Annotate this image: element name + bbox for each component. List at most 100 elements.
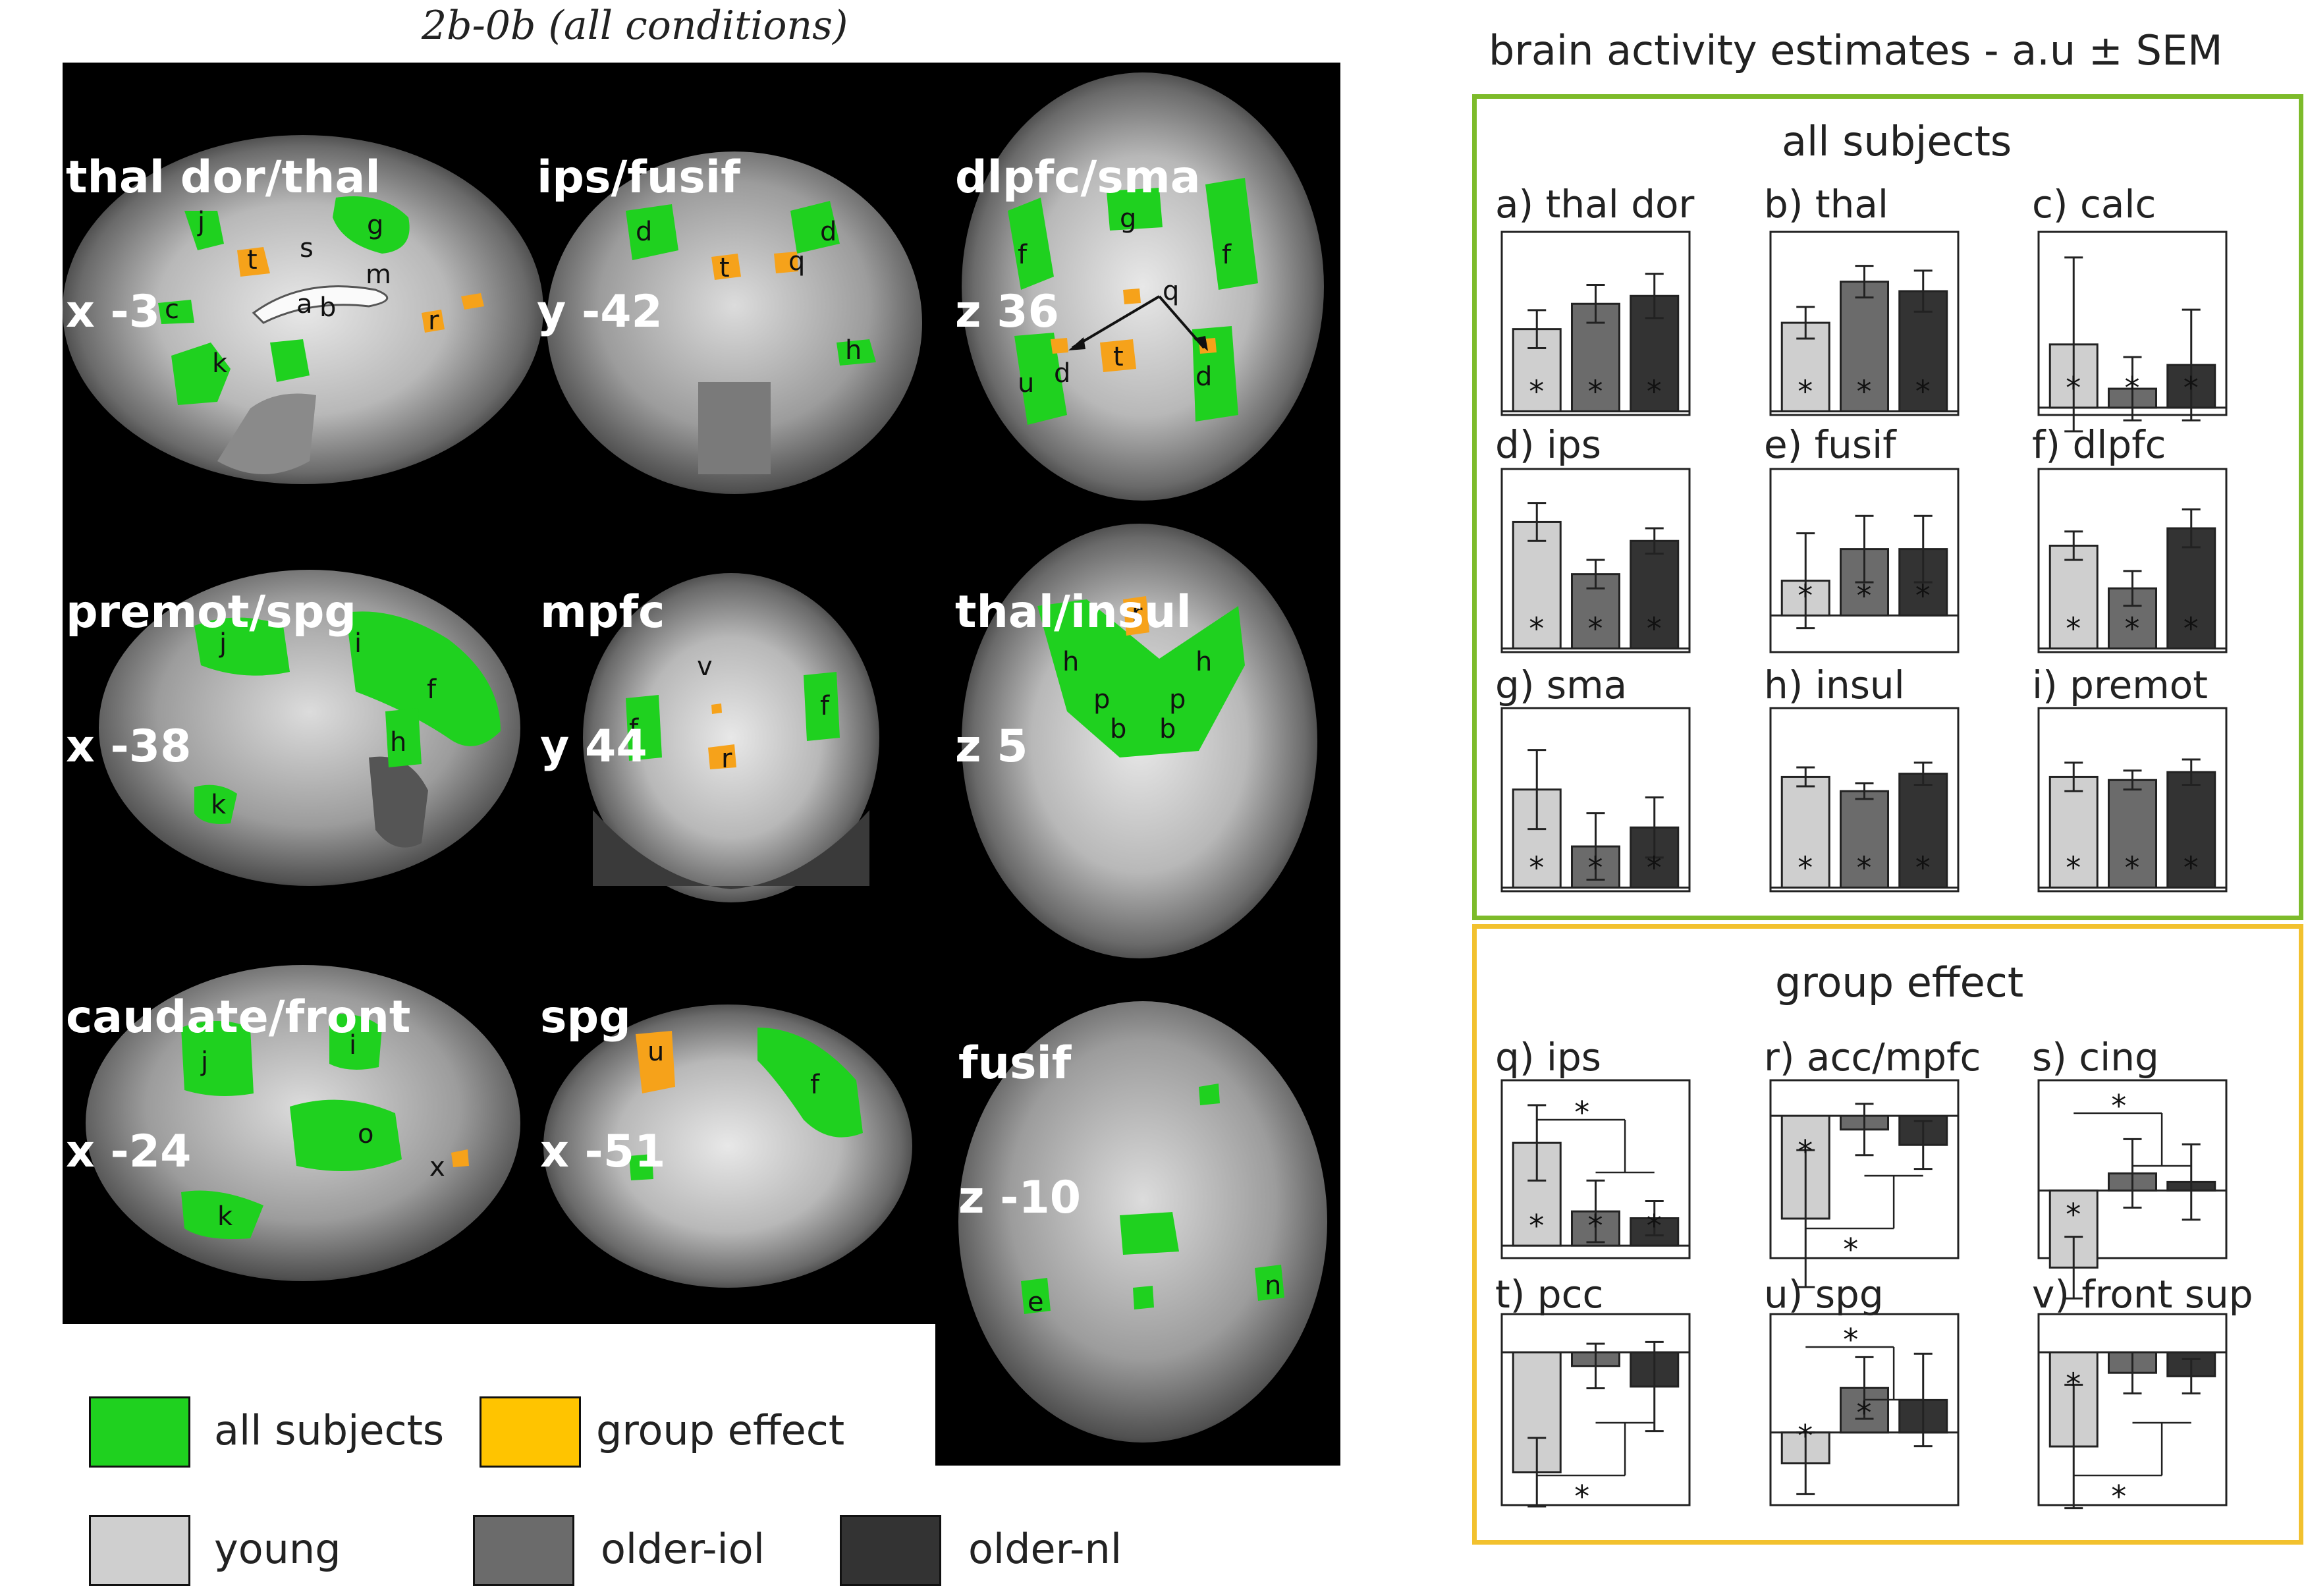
group-effect-sig-star-1: * bbox=[1843, 1232, 1858, 1267]
legend-label-group-effect: group effect bbox=[596, 1406, 845, 1454]
group-effect-star-10-0: * bbox=[1798, 1134, 1813, 1169]
all-subjects-star-8-0: * bbox=[2066, 850, 2081, 885]
group-effect-chart-12: t) pcc * bbox=[1495, 1272, 1691, 1514]
brain-panel-label-6-line1: thal/insul bbox=[955, 586, 1192, 638]
region-letter-g: g bbox=[367, 210, 383, 240]
region-letter-b: b bbox=[319, 292, 336, 323]
region-letter-f: f bbox=[1018, 240, 1028, 270]
brain-panel-label-4: premot/spg x -38 bbox=[66, 501, 356, 814]
group-effect-chart-11: s) cing * * bbox=[2032, 1035, 2228, 1300]
region-letter-r: r bbox=[428, 306, 439, 336]
brain-slice-sagittal-2: j i f h k bbox=[99, 570, 520, 886]
group-effect-chart-frame-12 bbox=[1500, 1313, 1691, 1506]
region-letter-j: j bbox=[219, 628, 227, 659]
all-subjects-chart-title-5: f) dlpfc bbox=[2032, 422, 2166, 467]
group-effect-star-9-2: * bbox=[1647, 1208, 1662, 1244]
region-letter-h: h bbox=[845, 335, 862, 366]
legend-swatch-group-effect bbox=[480, 1396, 581, 1468]
legend-swatch-older-iol bbox=[473, 1515, 574, 1586]
group-effect-star-9-0: * bbox=[1529, 1208, 1544, 1244]
region-letter-s: s bbox=[300, 233, 314, 263]
all-subjects-chart-frame-0 bbox=[1500, 231, 1691, 416]
brain-panel-label-7-line2: x -24 bbox=[66, 1126, 192, 1178]
all-subjects-star-0-1: * bbox=[1588, 373, 1603, 409]
all-subjects-star-4-1: * bbox=[1857, 578, 1872, 613]
brain-panel-label-2-line2: y -42 bbox=[537, 286, 663, 338]
all-subjects-star-2-1: * bbox=[2125, 370, 2140, 406]
group-effect-chart-14: v) front sup * * bbox=[2032, 1272, 2253, 1514]
region-letter-a: a bbox=[296, 289, 313, 319]
group-effect-chart-title-11: s) cing bbox=[2032, 1035, 2159, 1080]
group-effect-sig-star-3: * bbox=[1574, 1479, 1589, 1514]
all-subjects-bar-7-older-nl bbox=[1898, 773, 1948, 889]
all-subjects-chart-frame-7 bbox=[1769, 707, 1960, 893]
brain-panel-label-1: thal dor/thal x -3 bbox=[66, 66, 381, 379]
region-letter-k: k bbox=[217, 1201, 233, 1232]
region-letter-g: g bbox=[1120, 204, 1136, 234]
all-subjects-star-6-0: * bbox=[1529, 850, 1544, 885]
region-letter-c: c bbox=[165, 294, 179, 325]
brain-slices: j g t s m c a b r k d t q d h bbox=[63, 72, 1327, 1443]
region-letter-p: p bbox=[1169, 684, 1186, 715]
brain-slice-sagittal-4: u f bbox=[543, 1004, 912, 1288]
group-effect-chart-frame-9 bbox=[1500, 1079, 1691, 1259]
all-subjects-chart-1: b) thal * * * bbox=[1764, 182, 1960, 416]
brain-slice-axial-1: g f f q t u d d bbox=[962, 72, 1324, 501]
brain-panel-label-3-line2: z 36 bbox=[955, 286, 1059, 338]
brain-panel-label-8-line1: spg bbox=[540, 991, 631, 1043]
all-subjects-star-5-0: * bbox=[2066, 611, 2081, 646]
brain-panel-label-2: ips/fusif y -42 bbox=[537, 66, 740, 379]
region-letter-q: q bbox=[788, 246, 805, 277]
brain-panel-label-5-line1: mpfc bbox=[540, 586, 665, 638]
all-subjects-chart-title-2: c) calc bbox=[2032, 182, 2156, 227]
all-subjects-chart-frame-1 bbox=[1769, 231, 1960, 416]
group-effect-title: group effect bbox=[1775, 958, 2024, 1006]
all-subjects-star-4-2: * bbox=[1915, 578, 1931, 613]
all-subjects-chart-frame-8 bbox=[2037, 707, 2228, 893]
brain-panel-label-5-line2: y 44 bbox=[540, 721, 647, 773]
brain-panel-label-8: spg x -51 bbox=[540, 906, 665, 1219]
region-letter-q: q bbox=[1163, 276, 1179, 306]
group-effect-chart-13: u) spg * * * bbox=[1764, 1272, 1960, 1506]
all-subjects-title: all subjects bbox=[1782, 117, 2012, 165]
all-subjects-star-3-2: * bbox=[1647, 611, 1662, 646]
legend-swatch-young bbox=[89, 1515, 190, 1586]
region-letter-m: m bbox=[366, 260, 391, 290]
group-effect-star-9-1: * bbox=[1588, 1208, 1603, 1244]
all-subjects-star-6-2: * bbox=[1647, 850, 1662, 885]
all-subjects-star-8-1: * bbox=[2125, 850, 2140, 885]
all-subjects-star-1-0: * bbox=[1798, 373, 1813, 409]
brain-panel-label-9-line2: z -10 bbox=[958, 1172, 1082, 1224]
group-effect-chart-title-10: r) acc/mpfc bbox=[1764, 1035, 1981, 1080]
all-subjects-star-5-2: * bbox=[2183, 611, 2199, 646]
group-effect-chart-frame-11 bbox=[2037, 1079, 2228, 1259]
group-effect-star-14-0: * bbox=[2066, 1366, 2081, 1402]
group-effect-sig-star-0: * bbox=[1574, 1095, 1589, 1130]
all-subjects-chart-title-1: b) thal bbox=[1764, 182, 1888, 227]
all-subjects-bar-5-young bbox=[2048, 544, 2099, 649]
brain-panel-label-6-line2: z 5 bbox=[955, 721, 1028, 773]
all-subjects-chart-frame-5 bbox=[2037, 468, 2228, 653]
all-subjects-star-1-1: * bbox=[1857, 373, 1872, 409]
region-letter-i: i bbox=[354, 628, 362, 659]
region-letter-d: d bbox=[820, 217, 837, 247]
brain-slice-coronal-1: d t q d h bbox=[547, 151, 922, 494]
all-subjects-chart-frame-3 bbox=[1500, 468, 1691, 653]
all-subjects-star-5-1: * bbox=[2125, 611, 2140, 646]
brain-panel-label-4-line2: x -38 bbox=[66, 721, 192, 773]
all-subjects-bar-8-young bbox=[2048, 775, 2099, 889]
all-subjects-chart-frame-4 bbox=[1769, 468, 1960, 653]
region-letter-p: p bbox=[1093, 684, 1110, 715]
group-effect-star-13-1: * bbox=[1857, 1395, 1872, 1431]
region-letter-h: h bbox=[1062, 647, 1079, 677]
all-subjects-bar-3-older-nl bbox=[1630, 539, 1680, 649]
all-subjects-chart-5: f) dlpfc * * * bbox=[2032, 422, 2228, 653]
all-subjects-chart-title-6: g) sma bbox=[1495, 663, 1627, 707]
region-letter-d: d bbox=[636, 217, 652, 247]
all-subjects-chart-7: h) insul * * * bbox=[1764, 663, 1960, 893]
all-subjects-chart-6: g) sma * * * bbox=[1495, 663, 1691, 893]
all-subjects-bar-8-older-iol bbox=[2108, 779, 2157, 889]
region-letter-r: r bbox=[721, 744, 732, 774]
region-letter-k: k bbox=[212, 348, 228, 379]
all-subjects-star-0-2: * bbox=[1647, 373, 1662, 409]
